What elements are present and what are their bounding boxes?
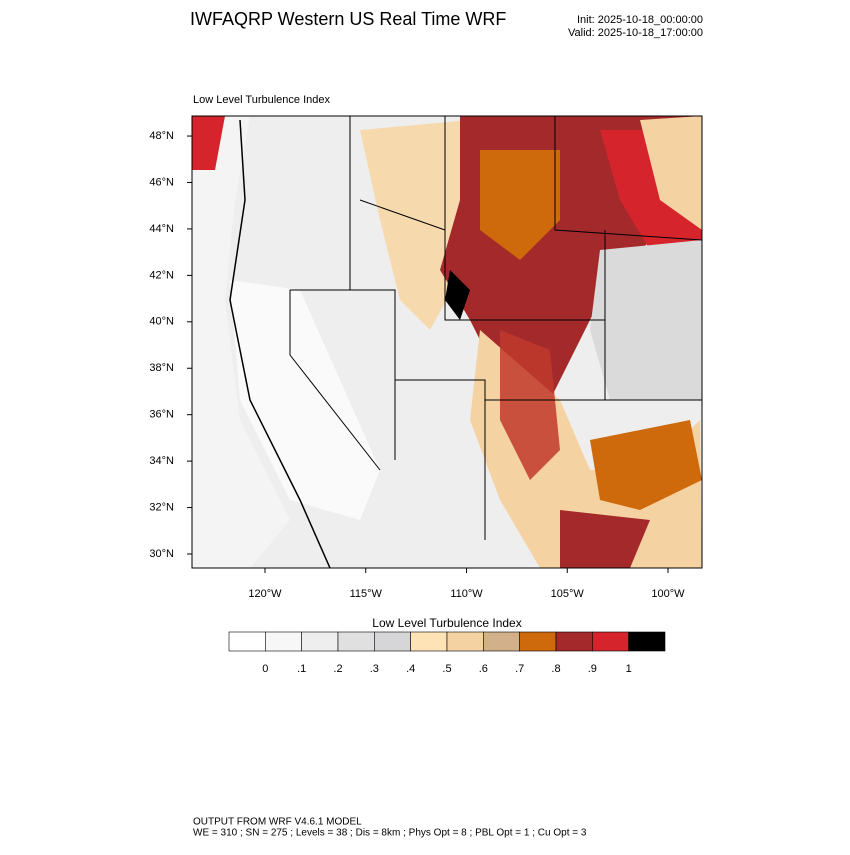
colorbar-label: .9 <box>588 663 597 675</box>
colorbar-title: Low Level Turbulence Index <box>372 616 521 630</box>
colorbar-box <box>519 631 557 652</box>
valid-time: Valid: 2025-10-18_17:00:00 <box>568 27 703 39</box>
colorbar-label: .3 <box>370 663 379 675</box>
title: IWFAQRP Western US Real Time WRF <box>190 9 506 29</box>
lat-label: 42°N <box>149 269 174 281</box>
colorbar-label: .8 <box>551 663 560 675</box>
lon-label: 110°W <box>450 588 483 600</box>
colorbar-label: .6 <box>479 663 488 675</box>
colorbar-label: .4 <box>406 663 415 675</box>
footer-line: WE = 310 ; SN = 275 ; Levels = 38 ; Dis … <box>193 828 587 839</box>
footer-line: OUTPUT FROM WRF V4.6.1 MODEL <box>193 817 362 828</box>
colorbar-box <box>483 631 520 652</box>
colorbar-box <box>301 631 339 652</box>
map-subtitle: Low Level Turbulence Index <box>193 94 330 106</box>
colorbar-label: .5 <box>442 663 451 675</box>
map-frame <box>191 115 703 569</box>
colorbar-box <box>228 631 266 652</box>
colorbar-label: .1 <box>297 663 306 675</box>
lat-label: 48°N <box>149 130 174 142</box>
colorbar-box <box>592 631 629 652</box>
lon-label: 100°W <box>651 588 685 600</box>
lon-label: 115°W <box>350 588 383 600</box>
lat-label: 30°N <box>149 548 174 560</box>
colorbar-box <box>374 631 411 652</box>
lon-label: 105°W <box>551 588 585 600</box>
colorbar-label: 1 <box>626 663 632 675</box>
lon-label: 120°W <box>248 588 282 600</box>
lat-label: 36°N <box>149 409 174 421</box>
colorbar-label: .2 <box>333 663 342 675</box>
lat-label: 34°N <box>149 455 174 467</box>
colorbar-box <box>337 631 375 652</box>
lat-label: 44°N <box>149 223 174 235</box>
colorbar-box <box>555 631 593 652</box>
colorbar-label: 0 <box>262 663 268 675</box>
colorbar-box <box>410 631 448 652</box>
colorbar-box <box>628 631 666 652</box>
map-field <box>192 116 702 568</box>
lat-label: 38°N <box>149 362 174 374</box>
lat-label: 46°N <box>149 176 174 188</box>
lat-label: 40°N <box>149 316 174 328</box>
colorbar-box <box>446 631 484 652</box>
init-time: Init: 2025-10-18_00:00:00 <box>577 14 703 26</box>
lat-label: 32°N <box>149 501 174 513</box>
colorbar-label: .7 <box>515 663 524 675</box>
colorbar-box <box>265 631 302 652</box>
